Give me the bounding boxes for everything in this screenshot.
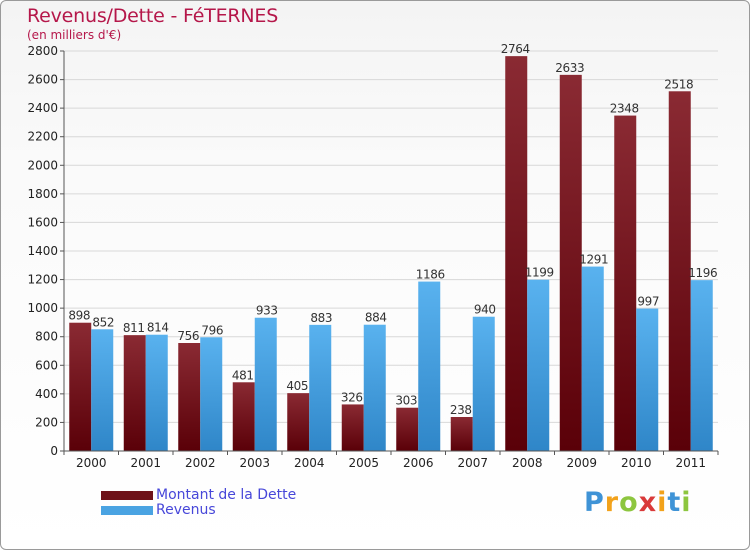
x-tick-label: 2009 xyxy=(566,456,597,470)
data-label-revenus: 814 xyxy=(147,321,169,335)
proxiti-logo: Proxiti xyxy=(584,487,692,518)
y-tick-label: 1600 xyxy=(27,215,58,229)
y-tick-label: 1800 xyxy=(27,187,58,201)
data-label-revenus: 884 xyxy=(365,311,387,325)
data-label-revenus: 852 xyxy=(92,315,114,329)
bar-dette xyxy=(396,407,419,451)
y-tick-label: 0 xyxy=(50,444,58,458)
x-tick-label: 2004 xyxy=(294,456,325,470)
data-label-dette: 2633 xyxy=(555,61,584,75)
logo-letter: P xyxy=(584,487,605,518)
x-tick-label: 2008 xyxy=(512,456,543,470)
logo-letter: i xyxy=(681,487,692,518)
bar-revenus xyxy=(472,316,495,451)
y-tick-label: 1200 xyxy=(27,273,58,287)
chart-title: Revenus/Dette - FéTERNES xyxy=(27,5,279,27)
data-label-dette: 2518 xyxy=(664,77,693,91)
bar-revenus xyxy=(91,329,114,451)
logo-letter: r xyxy=(604,487,620,518)
bar-dette xyxy=(232,382,255,451)
chart-subtitle: (en milliers d'€) xyxy=(27,28,122,42)
legend-label-dette: Montant de la Dette xyxy=(156,487,297,503)
x-tick-label: 2011 xyxy=(675,456,706,470)
bar-revenus xyxy=(254,317,277,451)
data-label-dette: 811 xyxy=(123,321,145,335)
data-label-revenus: 940 xyxy=(474,303,496,317)
data-labels: 898 852 811 814 756 796 481 933 405 883 326 884 303 1… xyxy=(68,42,717,417)
y-tick-label: 2800 xyxy=(27,44,58,58)
data-label-dette: 303 xyxy=(395,394,417,408)
x-tick-label: 2010 xyxy=(621,456,652,470)
x-tick-label: 2005 xyxy=(348,456,379,470)
y-tick-label: 600 xyxy=(35,358,58,372)
bars xyxy=(69,56,713,452)
y-tick-label: 2000 xyxy=(27,158,58,172)
y-tick-label: 800 xyxy=(35,330,58,344)
data-label-revenus: 796 xyxy=(201,323,223,337)
y-tick-label: 2400 xyxy=(27,101,58,115)
data-label-dette: 2348 xyxy=(610,102,639,116)
data-label-dette: 756 xyxy=(177,329,199,343)
bar-dette xyxy=(668,91,691,452)
legend-swatch-revenus xyxy=(101,505,153,515)
bar-dette xyxy=(69,322,92,451)
data-label-revenus: 933 xyxy=(256,304,278,318)
data-label-revenus: 1291 xyxy=(579,253,608,267)
bar-dette xyxy=(178,343,201,451)
bar-revenus xyxy=(581,266,604,451)
bar-dette xyxy=(341,404,364,451)
bar-revenus xyxy=(309,324,332,451)
x-tick-label: 2000 xyxy=(76,456,107,470)
bar-dette xyxy=(123,335,146,451)
bar-dette xyxy=(287,393,310,451)
bar-revenus xyxy=(200,337,223,451)
y-tick-label: 1000 xyxy=(27,301,58,315)
x-tick-label: 2003 xyxy=(239,456,270,470)
y-tick-label: 400 xyxy=(35,387,58,401)
x-tick-label: 2001 xyxy=(130,456,161,470)
y-tick-label: 200 xyxy=(35,415,58,429)
gridlines xyxy=(64,50,718,452)
data-label-dette: 898 xyxy=(68,309,90,323)
data-label-revenus: 1199 xyxy=(525,266,554,280)
legend-item-dette: Montant de la Dette xyxy=(101,487,297,503)
data-label-dette: 481 xyxy=(232,368,254,382)
bar-revenus xyxy=(636,308,659,451)
bar-revenus xyxy=(418,281,441,451)
bar-revenus xyxy=(527,279,550,451)
bar-dette xyxy=(559,74,582,451)
axes: 0 200 400 600 800 1000 1200 1400 1600 1800 2000 220… xyxy=(27,44,719,470)
logo-letter: o xyxy=(619,487,639,518)
bar-revenus xyxy=(363,324,386,451)
logo-letter: i xyxy=(657,487,668,518)
bar-revenus xyxy=(145,334,168,451)
y-tick-label: 2200 xyxy=(27,130,58,144)
y-tick-label: 1400 xyxy=(27,244,58,258)
legend-item-revenus: Revenus xyxy=(101,502,216,518)
data-label-dette: 238 xyxy=(450,403,472,417)
data-label-revenus: 1196 xyxy=(688,266,717,280)
data-label-dette: 326 xyxy=(341,390,363,404)
data-label-revenus: 1186 xyxy=(416,268,445,282)
data-label-dette: 405 xyxy=(286,379,308,393)
x-tick-label: 2007 xyxy=(457,456,488,470)
y-tick-label: 2600 xyxy=(27,73,58,87)
data-label-dette: 2764 xyxy=(501,42,530,56)
data-label-revenus: 883 xyxy=(310,311,332,325)
logo-letter: t xyxy=(667,487,682,518)
bar-revenus xyxy=(690,280,713,451)
bar-dette xyxy=(614,115,637,452)
legend-label-revenus: Revenus xyxy=(156,502,216,518)
legend-swatch-dette xyxy=(101,490,153,500)
bar-dette xyxy=(505,56,528,452)
bar-dette xyxy=(450,417,473,451)
x-tick-label: 2002 xyxy=(185,456,216,470)
logo-letter: x xyxy=(638,487,658,518)
x-tick-label: 2006 xyxy=(403,456,434,470)
data-label-revenus: 997 xyxy=(637,295,659,309)
